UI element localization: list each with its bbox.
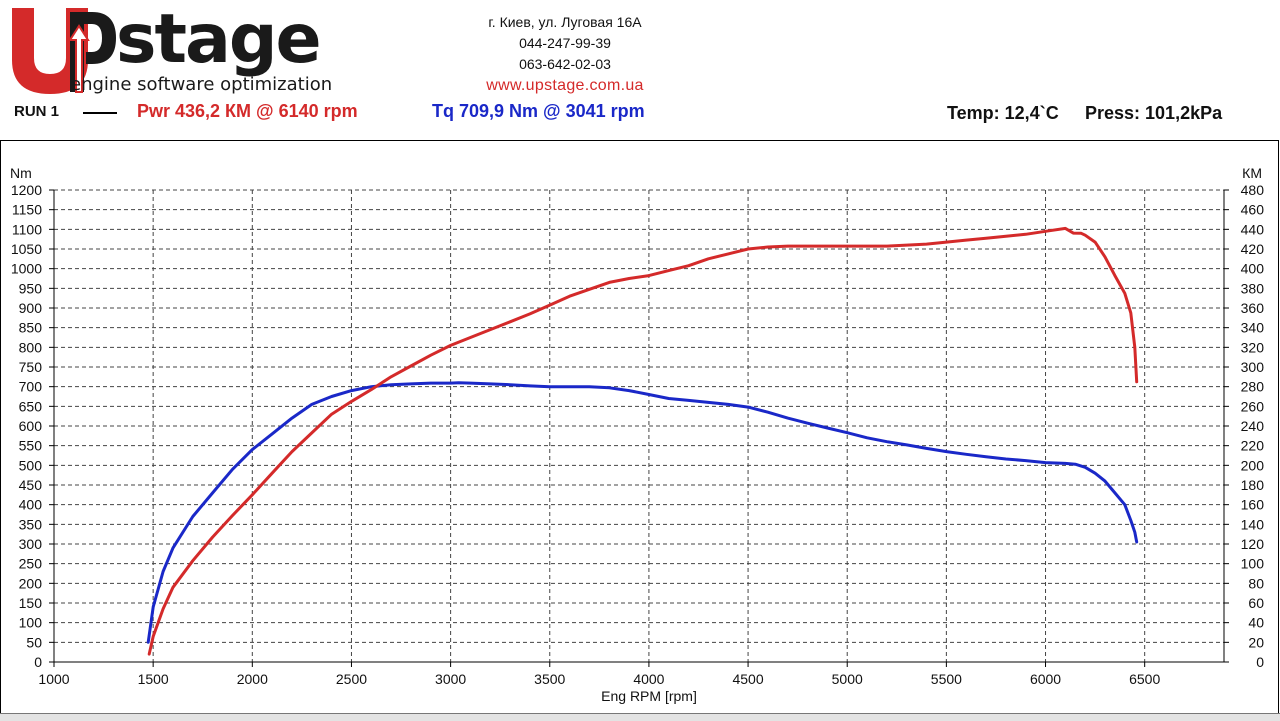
x-tick-label: 3000	[435, 671, 466, 687]
y-left-tick-label: 300	[19, 536, 43, 552]
run-line-swatch	[83, 112, 117, 114]
x-tick-label: 6000	[1030, 671, 1061, 687]
y-right-tick-label: 420	[1241, 241, 1265, 257]
x-tick-label: 1000	[38, 671, 69, 687]
x-tick-label: 5500	[931, 671, 962, 687]
y-right-tick-label: 360	[1241, 300, 1265, 316]
phone-1: 044-247-99-39	[519, 35, 611, 51]
y-left-tick-label: 1000	[11, 261, 42, 277]
y-right-tick-label: 380	[1241, 280, 1265, 296]
power-summary: Pwr 436,2 КМ @ 6140 rpm	[137, 101, 358, 121]
y-left-tick-label: 700	[19, 379, 43, 395]
torque-curve	[146, 381, 1139, 644]
y-left-tick-label: 950	[19, 280, 43, 296]
y-left-tick-label: 900	[19, 300, 43, 316]
x-tick-label: 4000	[633, 671, 664, 687]
y-left-tick-label: 1100	[12, 221, 42, 237]
y-left-tick-label: 250	[19, 556, 43, 572]
y-right-tick-label: 340	[1241, 320, 1265, 336]
contact-block: г. Киев, ул. Луговая 16А 044-247-99-39 0…	[440, 12, 690, 96]
y-left-tick-label: 150	[19, 595, 43, 611]
y-left-tick-label: 500	[19, 457, 43, 473]
y-left-tick-label: 600	[19, 418, 43, 434]
upstage-logo: stage engine software optimization	[6, 0, 406, 105]
y-left-tick-label: 550	[19, 438, 43, 454]
y-left-axis-title: Nm	[10, 165, 32, 181]
torque-summary: Tq 709,9 Nm @ 3041 rpm	[432, 101, 645, 121]
y-left-tick-label: 1050	[11, 241, 42, 257]
logo-text: stage	[116, 0, 320, 79]
y-right-tick-label: 80	[1248, 575, 1264, 591]
y-right-tick-label: 200	[1241, 457, 1265, 473]
y-left-tick-label: 650	[19, 398, 43, 414]
y-left-tick-label: 1200	[11, 182, 42, 198]
y-right-tick-label: 220	[1241, 438, 1265, 454]
logo-tagline: engine software optimization	[70, 74, 332, 95]
y-left-tick-label: 1150	[12, 202, 42, 218]
y-left-tick-label: 850	[19, 320, 43, 336]
y-right-tick-label: 180	[1241, 477, 1265, 493]
x-axis-title: Eng RPM [rpm]	[601, 688, 697, 704]
address: г. Киев, ул. Луговая 16А	[488, 14, 642, 30]
y-left-tick-label: 200	[19, 575, 43, 591]
upstage-logo-graphic: stage engine software optimization	[12, 0, 332, 95]
x-tick-label: 1500	[138, 671, 169, 687]
temperature-readout: Temp: 12,4`C	[947, 103, 1059, 123]
y-right-tick-label: 20	[1248, 634, 1264, 650]
x-tick-label: 3500	[534, 671, 565, 687]
y-left-tick-label: 350	[19, 516, 43, 532]
y-left-tick-label: 400	[19, 497, 43, 513]
y-right-tick-label: 400	[1241, 261, 1265, 277]
y-left-tick-label: 450	[19, 477, 43, 493]
y-right-tick-label: 0	[1256, 654, 1264, 670]
y-left-tick-label: 750	[19, 359, 43, 375]
y-left-tick-label: 100	[19, 615, 43, 631]
pressure-readout: Press: 101,2kPa	[1085, 103, 1223, 123]
x-tick-label: 2000	[237, 671, 268, 687]
x-tick-label: 2500	[336, 671, 367, 687]
y-right-tick-label: 240	[1241, 418, 1265, 434]
y-right-tick-label: 440	[1241, 221, 1265, 237]
y-right-tick-label: 280	[1241, 379, 1265, 395]
y-right-tick-label: 40	[1248, 615, 1264, 631]
power-curve	[147, 226, 1139, 656]
y-left-tick-label: 0	[34, 654, 42, 670]
phone-2: 063-642-02-03	[519, 56, 611, 72]
y-right-tick-label: 460	[1241, 202, 1265, 218]
y-right-tick-label: 100	[1241, 556, 1265, 572]
y-right-tick-label: 120	[1241, 536, 1265, 552]
run-label: RUN 1	[14, 103, 60, 120]
y-right-tick-label: 320	[1241, 339, 1265, 355]
y-left-tick-label: 800	[19, 339, 43, 355]
dyno-chart: 0 0 50 20 100 40 150 60 200 80 250 100 300 120 350 140 4…	[10, 165, 1265, 704]
y-right-tick-label: 160	[1241, 497, 1265, 513]
y-right-tick-label: 260	[1241, 398, 1265, 414]
y-right-tick-label: 140	[1241, 516, 1265, 532]
bottom-scrollbar[interactable]	[0, 713, 1280, 721]
x-tick-label: 6500	[1129, 671, 1160, 687]
y-left-tick-label: 50	[26, 634, 42, 650]
x-tick-label: 5000	[832, 671, 863, 687]
x-tick-label: 4500	[732, 671, 763, 687]
y-right-tick-label: 60	[1248, 595, 1264, 611]
y-right-tick-label: 480	[1241, 182, 1265, 198]
y-right-axis-title: КМ	[1242, 165, 1262, 181]
y-right-tick-label: 300	[1241, 359, 1265, 375]
website-link[interactable]: www.upstage.com.ua	[486, 77, 644, 94]
